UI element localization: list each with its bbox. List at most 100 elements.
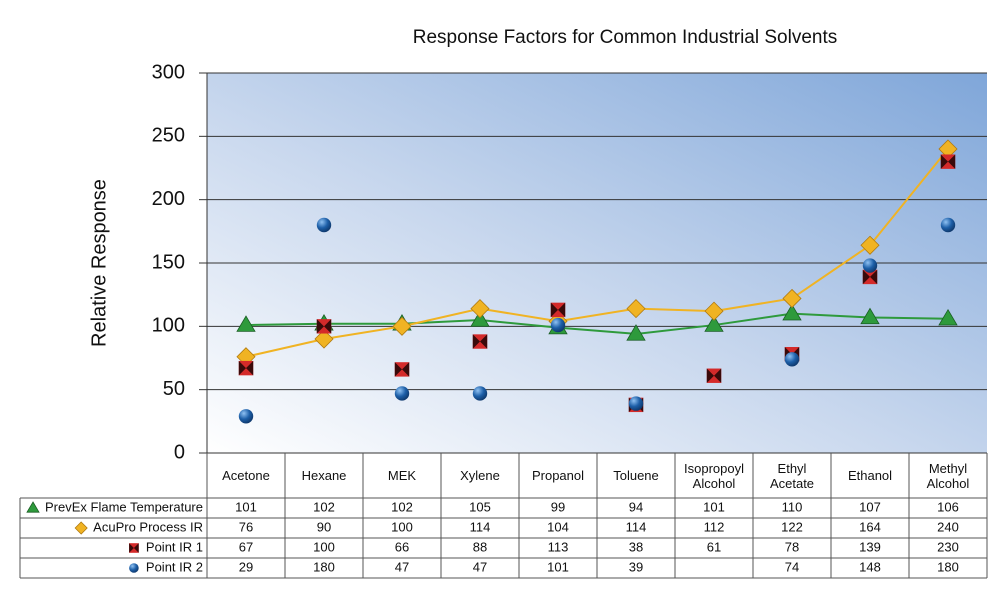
marker-circle — [784, 352, 800, 367]
marker-diamond — [314, 329, 334, 349]
x-tick-label: Ethyl Acetate — [769, 460, 815, 491]
y-tick-label: 300 — [152, 61, 185, 83]
marker-square — [550, 302, 566, 318]
marker-square — [472, 334, 488, 349]
table-value: 106 — [937, 499, 959, 514]
y-tick-label: 150 — [152, 251, 185, 273]
marker-circle — [940, 217, 956, 233]
marker-square-x — [940, 154, 956, 169]
x-tick-label: Ethanol — [847, 468, 893, 483]
marker-circle — [316, 217, 332, 233]
chart-title: Response Factors for Common Industrial S… — [413, 27, 838, 48]
x-tick-label-box: Propanol — [531, 468, 585, 483]
x-tick-label: Xylene — [460, 468, 500, 483]
table-value: 39 — [629, 559, 643, 574]
marker-square — [394, 362, 410, 377]
table-value: 101 — [547, 559, 569, 574]
table-value: 66 — [395, 539, 409, 554]
marker-triangle — [938, 308, 958, 326]
table-value: 148 — [859, 559, 881, 574]
marker-circle — [628, 396, 644, 411]
x-tick-label: Propanol — [531, 468, 585, 483]
marker-diamond — [860, 235, 880, 255]
y-tick-label: 50 — [163, 378, 185, 400]
table-value: 114 — [626, 519, 647, 534]
table-value: 47 — [395, 559, 409, 574]
y-axis-label: Relative Response — [88, 179, 110, 347]
table-value: 47 — [473, 559, 487, 574]
marker-square-x — [706, 368, 722, 383]
table-value: 122 — [781, 519, 803, 534]
table-value: 88 — [473, 539, 487, 554]
legend-marker — [129, 543, 139, 553]
legend-label: AcuPro Process IR — [93, 519, 203, 534]
marker-diamond — [704, 301, 724, 321]
x-tick-label-box: Ethyl Acetate — [769, 460, 815, 491]
marker-square — [238, 360, 254, 376]
marker-square — [706, 368, 722, 383]
x-tick-label: Toluene — [613, 468, 659, 483]
table-value: 110 — [782, 499, 803, 514]
x-tick-label-box: Toluene — [613, 468, 659, 483]
marker-triangle — [704, 315, 724, 332]
table-value: 107 — [859, 499, 881, 514]
table-value: 180 — [313, 559, 335, 574]
table-value: 100 — [391, 519, 413, 534]
table-value: 67 — [239, 539, 253, 554]
x-tick-label: MEK — [387, 468, 417, 483]
marker-circle — [862, 258, 878, 273]
marker-diamond — [392, 316, 412, 336]
x-tick-label-box: Ethanol — [847, 468, 893, 483]
table-value: 38 — [629, 539, 643, 554]
table-value: 76 — [239, 519, 253, 534]
x-tick-label-box: Acetone — [222, 468, 270, 483]
marker-circle — [550, 317, 566, 333]
table-value: 114 — [470, 519, 491, 534]
marker-square — [316, 319, 332, 334]
marker-square-x — [862, 269, 878, 285]
x-tick-label-box: Hexane — [301, 468, 347, 483]
x-tick-label: Methyl Alcohol — [926, 460, 970, 491]
table-value: 102 — [391, 499, 413, 514]
x-tick-label: Acetone — [222, 468, 270, 483]
table-value: 78 — [785, 539, 799, 554]
table-value: 90 — [317, 519, 331, 534]
y-tick-label: 200 — [152, 188, 185, 210]
table-value: 101 — [235, 499, 257, 514]
marker-square-x — [238, 360, 254, 376]
table-value: 102 — [313, 499, 335, 514]
marker-square-x — [316, 319, 332, 334]
table-value: 240 — [937, 519, 959, 534]
marker-square — [862, 269, 878, 285]
table-value: 180 — [937, 559, 959, 574]
marker-square — [940, 154, 956, 169]
marker-diamond — [782, 288, 802, 309]
legend-marker — [74, 521, 88, 535]
marker-square-body — [940, 154, 956, 169]
table-value: 112 — [704, 519, 725, 534]
table-value: 74 — [785, 559, 799, 574]
legend-label: Point IR 1 — [146, 539, 203, 554]
legend-marker — [129, 563, 139, 573]
x-tick-label-box: Methyl Alcohol — [926, 460, 970, 491]
marker-triangle — [626, 324, 646, 341]
table-value: 61 — [707, 539, 721, 554]
legend-marker — [26, 501, 40, 513]
marker-square-x — [394, 362, 410, 377]
legend-label: Point IR 2 — [146, 559, 203, 574]
marker-diamond — [470, 299, 490, 319]
table-value: 101 — [703, 499, 725, 514]
marker-triangle — [782, 303, 802, 321]
marker-square-x — [129, 543, 139, 553]
y-tick-label: 100 — [152, 315, 185, 337]
marker-triangle — [470, 310, 490, 327]
x-tick-label: Isopropoyl Alcohol — [684, 460, 744, 491]
marker-square-body — [862, 269, 878, 285]
marker-circle — [238, 409, 254, 424]
x-tick-label: Hexane — [301, 468, 347, 483]
table-value: 94 — [629, 499, 643, 514]
marker-circle — [472, 386, 488, 401]
marker-square-x — [550, 302, 566, 318]
table-value: 139 — [859, 539, 881, 554]
